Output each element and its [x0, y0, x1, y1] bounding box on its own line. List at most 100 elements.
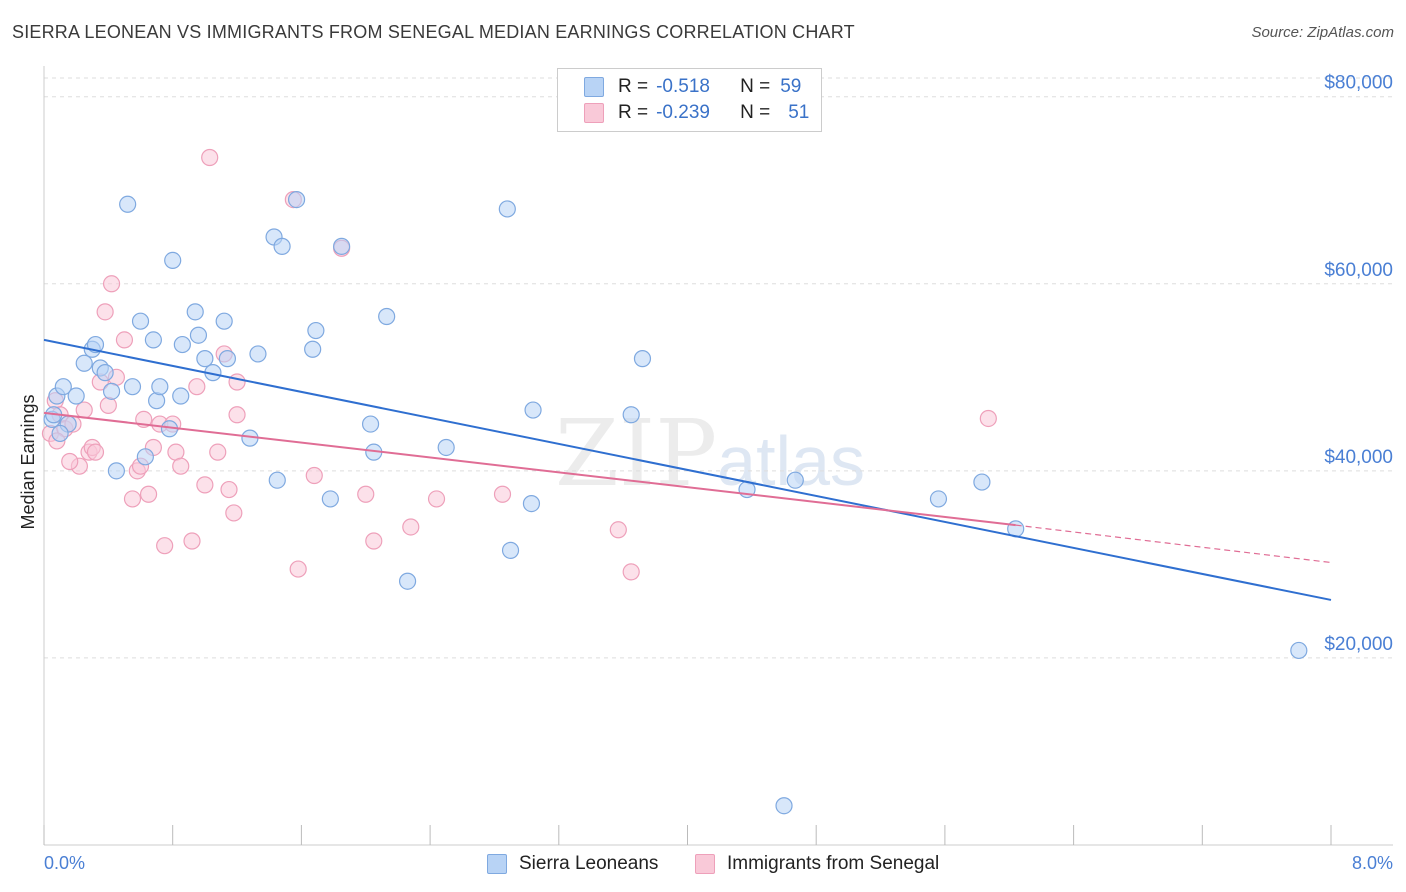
sierra-leonean-point — [929, 490, 948, 508]
y-axis-title: Median Earnings — [18, 394, 38, 529]
senegal-point — [228, 373, 246, 391]
sierra-leonean-point — [186, 303, 204, 321]
sierra-leonean-point — [524, 401, 542, 419]
legend-swatch-pink — [584, 103, 604, 123]
senegal-point — [493, 485, 512, 503]
senegal-point — [196, 476, 214, 494]
legend-swatch-blue — [584, 77, 604, 97]
legend-row-senegal: R = -0.239 N = 51 — [584, 101, 809, 125]
senegal-point — [139, 485, 158, 503]
sierra-leonean-point — [437, 438, 455, 457]
senegal-point — [183, 532, 201, 550]
sierra-leonean-point — [189, 326, 208, 344]
sierra-leonean-point — [633, 350, 652, 368]
senegal-point — [123, 490, 142, 508]
sierra-leonean-point — [215, 312, 233, 330]
bottom-legend-swatch-blue — [487, 854, 507, 874]
sierra-leonean-point — [75, 354, 93, 372]
legend-r-value: -0.239 — [656, 102, 710, 123]
legend-n-value: 59 — [780, 76, 802, 97]
senegal-point — [188, 378, 206, 396]
senegal-point — [305, 466, 323, 485]
senegal-point — [115, 331, 134, 349]
sierra-leonean-point — [151, 378, 169, 396]
y-tick-label: $40,000 — [1324, 447, 1393, 468]
senegal-point — [979, 409, 997, 428]
senegal-point — [102, 275, 121, 293]
sierra-leonean-point — [287, 190, 306, 209]
x-tick-label-max: 8.0% — [1352, 853, 1393, 873]
senegal-point — [86, 443, 105, 461]
y-tick-label: $60,000 — [1324, 260, 1393, 281]
bottom-legend-sierra-leoneans: Sierra Leoneans — [487, 852, 658, 876]
legend-r-label: R = — [618, 76, 649, 97]
senegal-point — [225, 504, 243, 522]
sierra-leonean-point — [622, 406, 640, 424]
senegal-point — [357, 485, 375, 503]
senegal-trend-line — [43, 411, 1016, 527]
senegal-point — [172, 457, 190, 475]
sierra-leonean-point — [172, 387, 190, 405]
senegal-point — [289, 560, 307, 578]
y-tick-label: $20,000 — [1324, 634, 1393, 655]
senegal-point — [228, 406, 246, 424]
senegal-point — [75, 401, 93, 419]
bottom-legend-label-sierra: Sierra Leoneans — [519, 853, 659, 874]
senegal-point — [402, 518, 420, 536]
chart-source: Source: ZipAtlas.com — [1251, 24, 1394, 41]
sierra-leonean-point — [54, 378, 72, 396]
sierra-leonean-point — [144, 331, 162, 349]
sierra-leonean-point — [973, 473, 991, 491]
senegal-point — [209, 443, 227, 461]
sierra-leonean-point — [786, 471, 804, 489]
legend-row-sierra-leoneans: R = -0.518 N = 59 — [584, 75, 801, 99]
senegal-point — [96, 303, 114, 321]
sierra-leonean-point — [775, 797, 793, 815]
y-tick-label: $80,000 — [1324, 73, 1393, 94]
sierra-leonean-point — [333, 237, 351, 255]
legend-n-label: N = — [740, 102, 771, 123]
sierra-leonean-point — [119, 195, 137, 213]
sierra-leonean-point — [522, 494, 541, 513]
sierra-leonean-point — [307, 321, 325, 340]
sierra-leonean-point — [67, 387, 85, 405]
sierra-leonean-point — [304, 340, 322, 358]
sierra-leonean-point — [96, 364, 114, 382]
senegal-point — [622, 563, 640, 581]
sierra-leonean-point — [321, 490, 339, 508]
sierra-leonean-point — [136, 448, 154, 466]
sierra-leonean-point — [123, 378, 142, 396]
sierra-leonean-point — [1290, 641, 1308, 660]
sierra-leonean-point — [398, 572, 417, 590]
legend-r-value: -0.518 — [656, 76, 710, 97]
sierra-leonean-trend-line — [43, 338, 1332, 601]
legend-n-label: N = — [740, 76, 771, 97]
sierra-leonean-point — [131, 312, 150, 330]
sierra-leonean-point — [378, 307, 396, 326]
senegal-point — [427, 490, 446, 508]
senegal-point — [365, 532, 383, 550]
senegal-point — [61, 452, 79, 471]
sierra-leonean-point — [107, 462, 125, 480]
chart-title: SIERRA LEONEAN VS IMMIGRANTS FROM SENEGA… — [12, 22, 855, 42]
sierra-leonean-point — [173, 335, 191, 354]
bottom-legend-senegal: Immigrants from Senegal — [695, 852, 939, 876]
legend-box: R = -0.518 N = 59 R = -0.239 N = 51 — [557, 68, 822, 132]
senegal-point — [156, 537, 174, 555]
senegal-point — [609, 521, 627, 539]
bottom-legend-label-senegal: Immigrants from Senegal — [727, 853, 940, 874]
sierra-leonean-point — [196, 350, 214, 368]
sierra-leonean-point — [218, 350, 236, 368]
sierra-leonean-point — [501, 541, 520, 559]
sierra-leonean-point — [249, 345, 267, 363]
bottom-legend-swatch-pink — [695, 854, 715, 874]
legend-n-value: 51 — [788, 102, 810, 123]
sierra-leonean-point — [148, 392, 166, 410]
senegal-trend-line-extension — [1015, 524, 1332, 564]
sierra-leonean-point — [361, 415, 380, 433]
x-tick-label-min: 0.0% — [44, 853, 85, 873]
sierra-leonean-point — [498, 200, 516, 218]
sierra-leonean-point — [268, 471, 286, 489]
senegal-point — [220, 480, 238, 499]
